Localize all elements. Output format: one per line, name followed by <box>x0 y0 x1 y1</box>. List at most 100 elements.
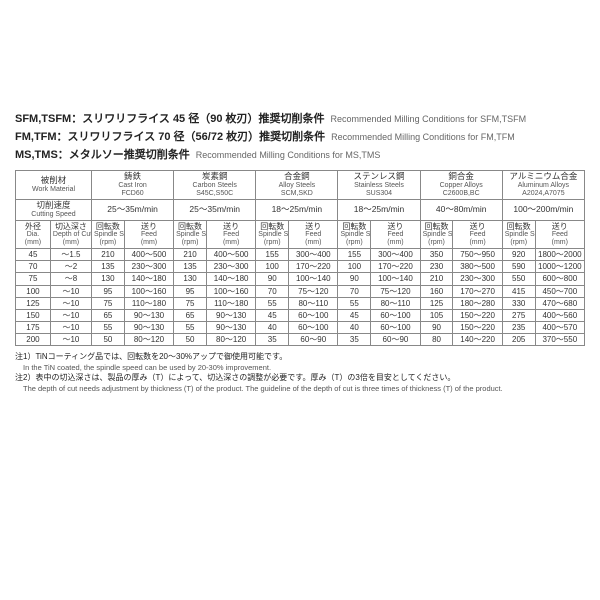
feed-cell: 110～180 <box>124 297 173 309</box>
depth-cell: ～10 <box>50 285 91 297</box>
feed-cell: 400～500 <box>206 248 255 260</box>
rpm-cell: 40 <box>338 322 371 334</box>
feed-cell: 110～180 <box>206 297 255 309</box>
rpm-header: 回転数Spindle Speed(rpm) <box>338 220 371 248</box>
feed-cell: 230～300 <box>453 273 502 285</box>
feed-header: 送りFeed(mm) <box>289 220 338 248</box>
rpm-cell: 590 <box>502 261 535 273</box>
rpm-cell: 65 <box>91 309 124 321</box>
feed-cell: 170～270 <box>453 285 502 297</box>
rpm-cell: 35 <box>338 334 371 346</box>
rpm-cell: 90 <box>338 273 371 285</box>
rpm-cell: 160 <box>420 285 453 297</box>
title-en: Recommended Milling Conditions for MS,TM… <box>196 150 381 160</box>
footnote-jp: 注2）表中の切込深さは、製品の厚み（T）によって、切込深さの調整が必要です。厚み… <box>15 373 585 384</box>
depth-cell: ～8 <box>50 273 91 285</box>
rpm-cell: 75 <box>174 297 207 309</box>
footnote: 注2）表中の切込深さは、製品の厚み（T）によって、切込深さの調整が必要です。厚み… <box>15 373 585 394</box>
table-row: 150～106590～1306590～1304560～1004560～10010… <box>16 309 585 321</box>
feed-cell: 90～130 <box>206 322 255 334</box>
material-header: アルミニウム合金Aluminum AlloysA2024,A7075 <box>502 171 584 200</box>
title-block: SFM,TSFM：スリワリフライス 45 径（90 枚刃）推奨切削条件Recom… <box>15 110 585 162</box>
rpm-cell: 210 <box>91 248 124 260</box>
footnote: 注1）TiNコーティング品では、回転数を20～30%アップで御使用可能です。In… <box>15 352 585 373</box>
rpm-cell: 550 <box>502 273 535 285</box>
feed-header: 送りFeed(mm) <box>535 220 584 248</box>
rpm-header: 回転数Spindle Speed(rpm) <box>420 220 453 248</box>
rpm-cell: 90 <box>420 322 453 334</box>
dia-cell: 175 <box>16 322 51 334</box>
depth-cell: ～10 <box>50 322 91 334</box>
rpm-header: 回転数Spindle Speed(rpm) <box>91 220 124 248</box>
feed-cell: 150～220 <box>453 322 502 334</box>
feed-cell: 150～220 <box>453 309 502 321</box>
feed-cell: 300～400 <box>289 248 338 260</box>
title-line: SFM,TSFM：スリワリフライス 45 径（90 枚刃）推奨切削条件Recom… <box>15 110 585 126</box>
dia-cell: 45 <box>16 248 51 260</box>
cutting-speed-value: 18～25m/min <box>338 199 420 220</box>
rpm-cell: 210 <box>174 248 207 260</box>
rpm-cell: 55 <box>256 297 289 309</box>
rpm-header: 回転数Spindle Speed(rpm) <box>256 220 289 248</box>
feed-cell: 90～130 <box>206 309 255 321</box>
rpm-cell: 95 <box>91 285 124 297</box>
rpm-cell: 330 <box>502 297 535 309</box>
feed-cell: 75～120 <box>371 285 420 297</box>
rpm-cell: 75 <box>91 297 124 309</box>
feed-cell: 140～220 <box>453 334 502 346</box>
rpm-cell: 65 <box>174 309 207 321</box>
table-row: 70～2135230～300135230～300100170～220100170… <box>16 261 585 273</box>
feed-cell: 90～130 <box>124 322 173 334</box>
rpm-cell: 35 <box>256 334 289 346</box>
header-row-speed: 切削速度Cutting Speed25～35m/min25～35m/min18～… <box>16 199 585 220</box>
feed-cell: 60～90 <box>289 334 338 346</box>
rpm-cell: 50 <box>91 334 124 346</box>
feed-cell: 100～140 <box>371 273 420 285</box>
feed-cell: 370～550 <box>535 334 584 346</box>
feed-cell: 140～180 <box>206 273 255 285</box>
feed-cell: 230～300 <box>206 261 255 273</box>
rpm-cell: 155 <box>338 248 371 260</box>
feed-cell: 230～300 <box>124 261 173 273</box>
feed-header: 送りFeed(mm) <box>124 220 173 248</box>
feed-cell: 450～700 <box>535 285 584 297</box>
rpm-cell: 80 <box>420 334 453 346</box>
rpm-header: 回転数Spindle Speed(rpm) <box>502 220 535 248</box>
rpm-cell: 100 <box>256 261 289 273</box>
feed-cell: 600～800 <box>535 273 584 285</box>
feed-cell: 90～130 <box>124 309 173 321</box>
table-row: 45～1.5210400～500210400～500155300～4001553… <box>16 248 585 260</box>
depth-cell: ～10 <box>50 297 91 309</box>
feed-cell: 80～120 <box>124 334 173 346</box>
title-jp: MS,TMS：メタルソー推奨切削条件 <box>15 149 190 161</box>
header-row-columns: 外径Dia.(mm)切込深さDepth of Cut(mm)回転数Spindle… <box>16 220 585 248</box>
table-row: 125～1075110～18075110～1805580～1105580～110… <box>16 297 585 309</box>
feed-cell: 380～500 <box>453 261 502 273</box>
feed-cell: 180～280 <box>453 297 502 309</box>
feed-cell: 60～100 <box>371 309 420 321</box>
rpm-cell: 45 <box>256 309 289 321</box>
material-header: 合金鋼Alloy SteelsSCM,SKD <box>256 171 338 200</box>
footnote-jp: 注1）TiNコーティング品では、回転数を20～30%アップで御使用可能です。 <box>15 352 585 363</box>
feed-cell: 80～110 <box>289 297 338 309</box>
rpm-cell: 100 <box>338 261 371 273</box>
feed-cell: 400～500 <box>124 248 173 260</box>
rpm-cell: 235 <box>502 322 535 334</box>
cutting-speed-value: 25～35m/min <box>91 199 173 220</box>
material-header: 炭素鋼Carbon SteelsS45C,S50C <box>174 171 256 200</box>
feed-cell: 100～160 <box>124 285 173 297</box>
feed-header: 送りFeed(mm) <box>206 220 255 248</box>
rpm-header: 回転数Spindle Speed(rpm) <box>174 220 207 248</box>
title-line: MS,TMS：メタルソー推奨切削条件 Recommended Milling Co… <box>15 146 585 162</box>
rpm-cell: 205 <box>502 334 535 346</box>
feed-cell: 750～950 <box>453 248 502 260</box>
footnote-en: In the TiN coated, the spindle speed can… <box>23 363 585 373</box>
table-row: 175～105590～1305590～1304060～1004060～10090… <box>16 322 585 334</box>
title-line: FM,TFM：スリワリフライス 70 径（56/72 枚刃）推奨切削条件Reco… <box>15 128 585 144</box>
feed-cell: 1800～2000 <box>535 248 584 260</box>
rpm-cell: 230 <box>420 261 453 273</box>
rpm-cell: 70 <box>256 285 289 297</box>
feed-cell: 1000～1200 <box>535 261 584 273</box>
rpm-cell: 55 <box>91 322 124 334</box>
rpm-cell: 130 <box>91 273 124 285</box>
